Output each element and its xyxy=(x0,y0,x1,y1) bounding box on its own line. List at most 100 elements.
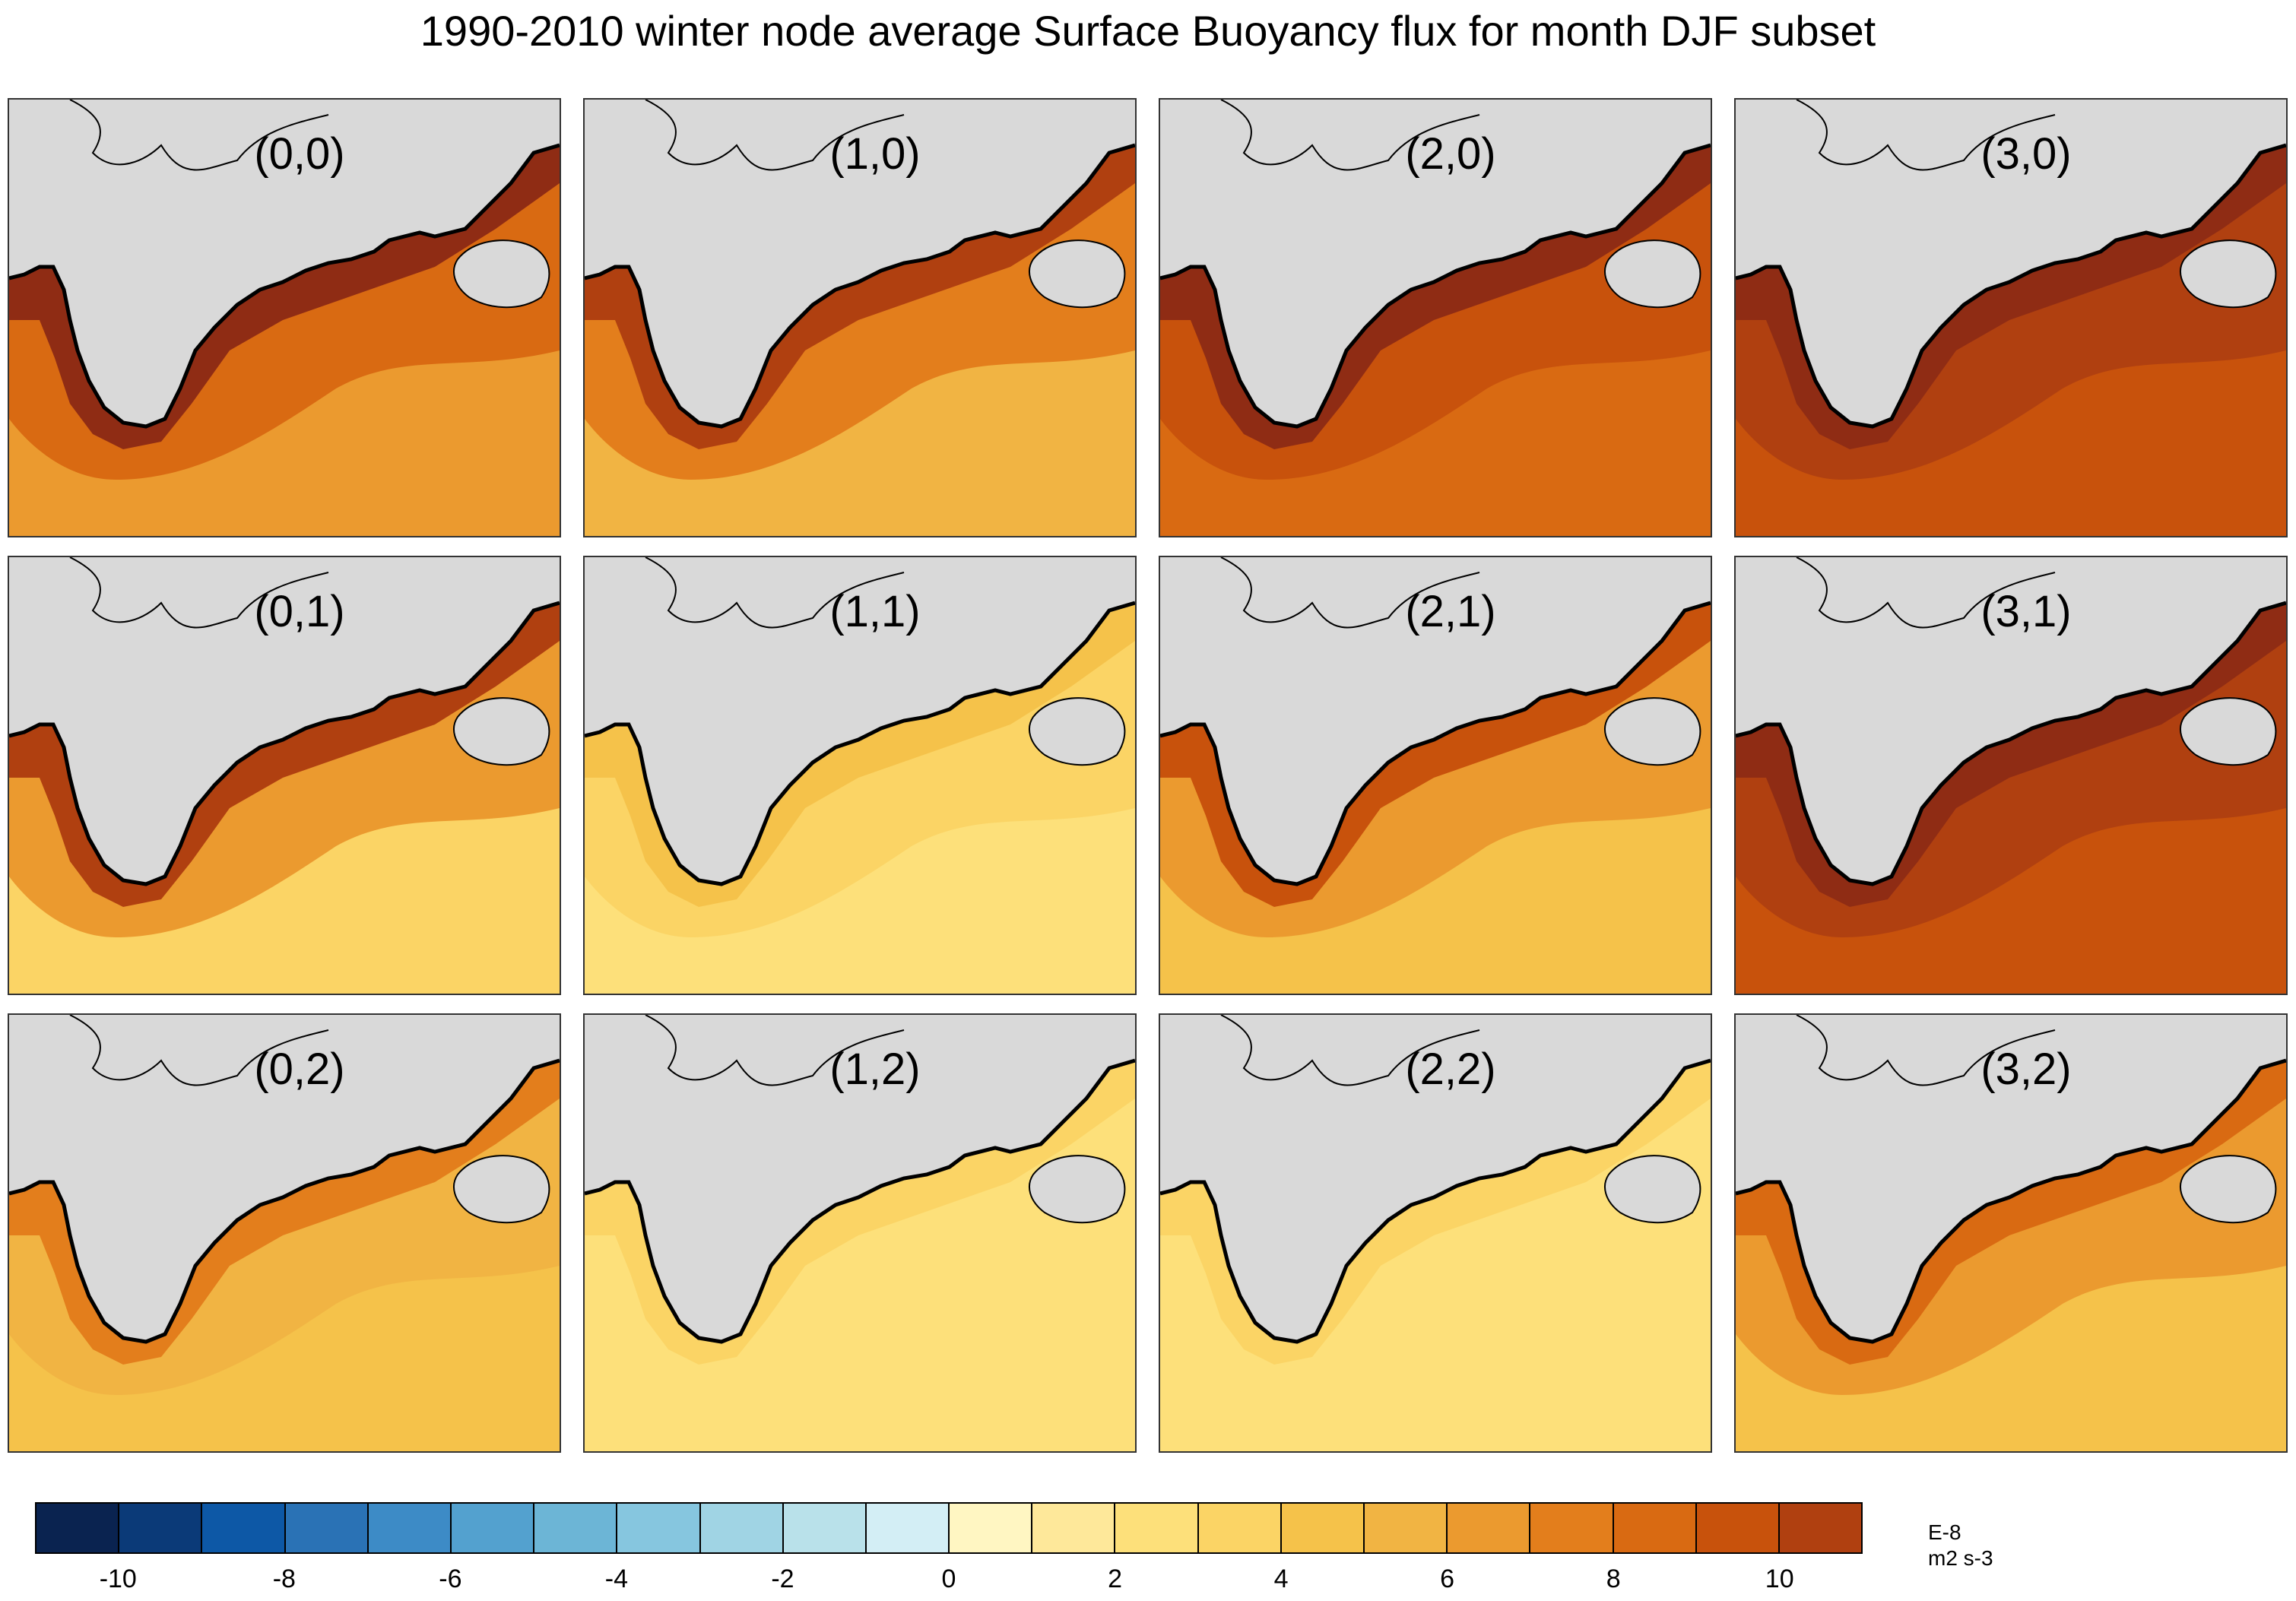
colorbar-segment xyxy=(1613,1504,1697,1552)
colorbar-segment xyxy=(202,1504,286,1552)
colorbar xyxy=(35,1502,1863,1554)
island xyxy=(1029,239,1126,309)
colorbar-segment xyxy=(534,1504,618,1552)
panel-map xyxy=(1160,557,1711,994)
colorbar-segment xyxy=(1198,1504,1282,1552)
colorbar-tick-label: 0 xyxy=(941,1565,956,1593)
map-panel: (3,1) xyxy=(1734,556,2288,995)
inner-coastline xyxy=(69,1015,329,1086)
panel-label: (0,1) xyxy=(254,587,345,636)
coastline xyxy=(1736,1058,2286,1344)
land-mass xyxy=(9,100,560,426)
panel-label: (2,1) xyxy=(1405,587,1496,636)
map-panel: (0,1) xyxy=(8,556,561,995)
panel-map xyxy=(1160,100,1711,536)
shelf-zone xyxy=(1736,145,2286,449)
panel-map xyxy=(1736,100,2286,536)
panel-label: (1,1) xyxy=(829,587,921,636)
coastline xyxy=(1160,143,1711,429)
panel-label: (0,0) xyxy=(254,129,345,179)
island xyxy=(453,697,550,766)
colorbar-units: m2 s-3 xyxy=(1928,1546,1993,1570)
colorbar-segment xyxy=(36,1504,120,1552)
colorbar-segment xyxy=(1530,1504,1614,1552)
panel-map xyxy=(1736,557,2286,994)
colorbar-segment xyxy=(1696,1504,1780,1552)
land-mass xyxy=(1160,1015,1711,1342)
colorbar-units-exponent: E-8 xyxy=(1928,1520,1961,1544)
coastline xyxy=(1160,1058,1711,1344)
colorbar-segment xyxy=(617,1504,701,1552)
shelf-zone xyxy=(1160,145,1711,449)
panel-label: (1,0) xyxy=(829,129,921,179)
map-panel: (2,0) xyxy=(1159,98,1712,537)
coastline xyxy=(1736,601,2286,886)
colorbar-tick-label: 2 xyxy=(1108,1565,1122,1593)
inner-coastline xyxy=(1796,100,2056,171)
coastline xyxy=(585,1058,1135,1344)
colorbar-segment xyxy=(1779,1504,1862,1552)
inner-coastline xyxy=(69,557,329,629)
inner-coastline xyxy=(1220,100,1480,171)
map-panel: (3,2) xyxy=(1734,1013,2288,1453)
island xyxy=(1604,1155,1701,1224)
panel-map xyxy=(585,1015,1135,1451)
panel-label: (3,1) xyxy=(1980,587,2072,636)
inner-coastline xyxy=(1220,557,1480,629)
colorbar-segment xyxy=(1448,1504,1531,1552)
colorbar-tick-label: 8 xyxy=(1606,1565,1621,1593)
shelf-zone xyxy=(585,603,1135,907)
colorbar-segment xyxy=(783,1504,867,1552)
inner-coastline xyxy=(1796,557,2056,629)
land-mass xyxy=(9,557,560,884)
land-mass xyxy=(585,557,1135,884)
map-panel: (0,0) xyxy=(8,98,561,537)
map-panel: (0,2) xyxy=(8,1013,561,1453)
colorbar-segment xyxy=(1115,1504,1199,1552)
colorbar-segment xyxy=(451,1504,535,1552)
shelf-zone xyxy=(9,603,560,907)
colorbar-segment xyxy=(866,1504,950,1552)
island xyxy=(453,1155,550,1224)
map-panel: (2,2) xyxy=(1159,1013,1712,1453)
shelf-zone xyxy=(9,1060,560,1365)
land-mass xyxy=(9,1015,560,1342)
shelf-zone xyxy=(9,145,560,449)
inner-coastline xyxy=(645,100,905,171)
shelf-zone xyxy=(585,145,1135,449)
map-panel: (3,0) xyxy=(1734,98,2288,537)
land-mass xyxy=(1736,100,2286,426)
colorbar-segment xyxy=(285,1504,369,1552)
inner-coastline xyxy=(69,100,329,171)
panel-map xyxy=(9,557,560,994)
coastline xyxy=(585,143,1135,429)
panel-label: (3,2) xyxy=(1980,1045,2072,1094)
page-title: 1990-2010 winter node average Surface Bu… xyxy=(420,7,1876,55)
map-panel: (1,1) xyxy=(583,556,1137,995)
colorbar-segment xyxy=(119,1504,203,1552)
coastline xyxy=(9,1058,560,1344)
colorbar-tick-label: -2 xyxy=(771,1565,794,1593)
panel-map xyxy=(1160,1015,1711,1451)
colorbar-segment xyxy=(368,1504,452,1552)
panel-map xyxy=(585,100,1135,536)
panel-map xyxy=(9,1015,560,1451)
shelf-zone xyxy=(1736,1060,2286,1365)
island xyxy=(2180,1155,2277,1224)
shelf-zone xyxy=(1160,1060,1711,1365)
colorbar-tick-label: 6 xyxy=(1440,1565,1455,1593)
island xyxy=(453,239,550,309)
land-mass xyxy=(1160,557,1711,884)
inner-coastline xyxy=(1220,1015,1480,1086)
inner-coastline xyxy=(645,557,905,629)
island xyxy=(1029,1155,1126,1224)
panel-map xyxy=(9,100,560,536)
coastline xyxy=(585,601,1135,886)
coastline xyxy=(9,601,560,886)
panel-map xyxy=(1736,1015,2286,1451)
coastline xyxy=(9,143,560,429)
panel-map xyxy=(585,557,1135,994)
colorbar-segment xyxy=(1032,1504,1116,1552)
inner-coastline xyxy=(1796,1015,2056,1086)
